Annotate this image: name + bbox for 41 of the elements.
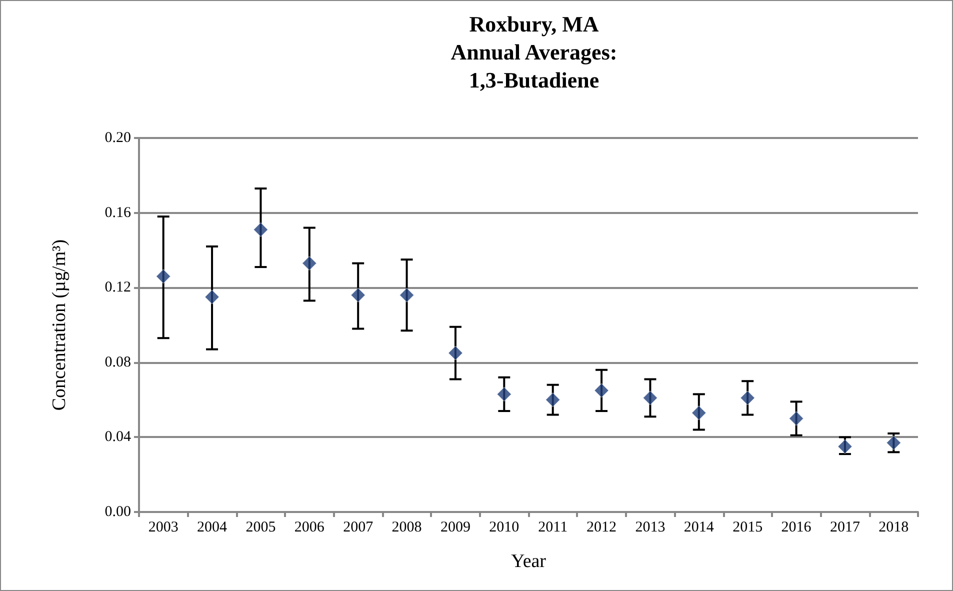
x-tick-label: 2009 bbox=[440, 520, 470, 536]
x-tick-label: 2007 bbox=[343, 520, 374, 536]
point bbox=[886, 436, 901, 450]
x-axis-title: Year bbox=[510, 551, 547, 572]
x-tick-label: 2016 bbox=[781, 520, 812, 536]
x-tick-label: 2017 bbox=[830, 520, 860, 536]
chart-title: Roxbury, MA Annual Averages: 1,3-Butadiene bbox=[450, 12, 618, 92]
y-tick-label: 0.12 bbox=[104, 280, 131, 296]
point bbox=[156, 269, 171, 284]
x-tick-label: 2010 bbox=[489, 520, 520, 536]
x-tick-label: 2003 bbox=[148, 520, 178, 536]
point bbox=[448, 346, 463, 360]
point bbox=[642, 390, 658, 406]
y-axis-title: Concentration (µg/m³) bbox=[49, 239, 70, 411]
y-tick-label: 0.16 bbox=[104, 204, 132, 221]
point bbox=[838, 439, 852, 454]
point bbox=[253, 222, 268, 237]
x-tick-label: 2006 bbox=[294, 520, 325, 536]
x-tick-label: 2014 bbox=[684, 520, 714, 536]
x-tick-label: 2004 bbox=[197, 520, 228, 536]
y-tick-label: 0.20 bbox=[104, 130, 131, 146]
x-tick-label: 2012 bbox=[586, 520, 617, 536]
x-tick-label: 2011 bbox=[538, 520, 568, 536]
point bbox=[400, 288, 414, 302]
point bbox=[350, 288, 366, 302]
y-tick-label: 0.00 bbox=[104, 504, 131, 520]
point bbox=[546, 392, 560, 408]
point bbox=[789, 411, 804, 426]
point bbox=[692, 406, 706, 420]
y-tick-label: 0.04 bbox=[104, 429, 132, 446]
point bbox=[594, 383, 609, 398]
y-tick-label: 0.08 bbox=[104, 354, 131, 370]
x-tick-label: 2008 bbox=[392, 520, 422, 536]
x-tick-label: 2018 bbox=[878, 520, 909, 536]
point bbox=[204, 290, 220, 304]
x-tick-label: 2013 bbox=[635, 520, 666, 536]
point bbox=[496, 386, 512, 402]
x-tick-label: 2005 bbox=[246, 520, 276, 536]
point bbox=[302, 256, 317, 271]
point bbox=[740, 390, 755, 406]
x-tick-label: 2015 bbox=[732, 520, 763, 536]
